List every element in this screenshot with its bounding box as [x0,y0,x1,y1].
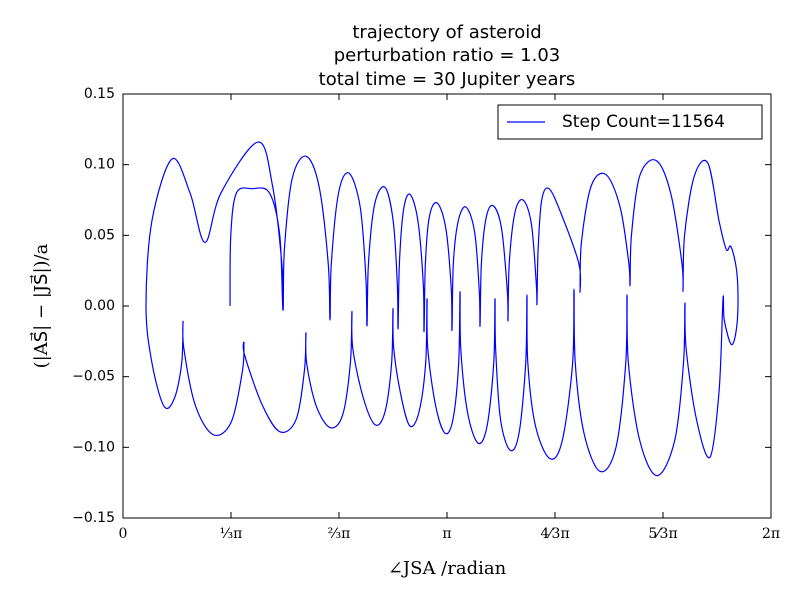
x-axis-label: ∠JSA /radian [388,558,507,579]
plot-frame [122,93,772,519]
x-tick-label: 2π [762,526,780,542]
x-tick-label: ⅔π [328,526,351,542]
y-tick-label: −0.10 [72,439,115,455]
y-tick-label: 0.00 [84,298,115,314]
y-tick-label: −0.15 [72,510,115,526]
trajectory-line [145,141,739,477]
y-axis-label: (|AS⃗| − |JS⃗|)/a [30,243,52,368]
x-tick-label: 4⁄3π [540,526,569,542]
y-tick-label: −0.05 [72,369,115,385]
chart-title: perturbation ratio = 1.03 [334,45,561,66]
x-tick-label: ⅓π [220,526,243,542]
y-tick-label: 0.15 [84,86,115,102]
y-tick-label: 0.10 [84,157,115,173]
chart-title: trajectory of asteroid [352,22,541,43]
legend-label: Step Count=11564 [562,112,725,132]
x-tick-label: 5⁄3π [648,526,677,542]
x-tick-label: π [442,526,451,542]
x-tick-label: 0 [119,526,128,542]
y-tick-label: 0.05 [84,227,115,243]
chart-title: total time = 30 Jupiter years [319,69,576,90]
